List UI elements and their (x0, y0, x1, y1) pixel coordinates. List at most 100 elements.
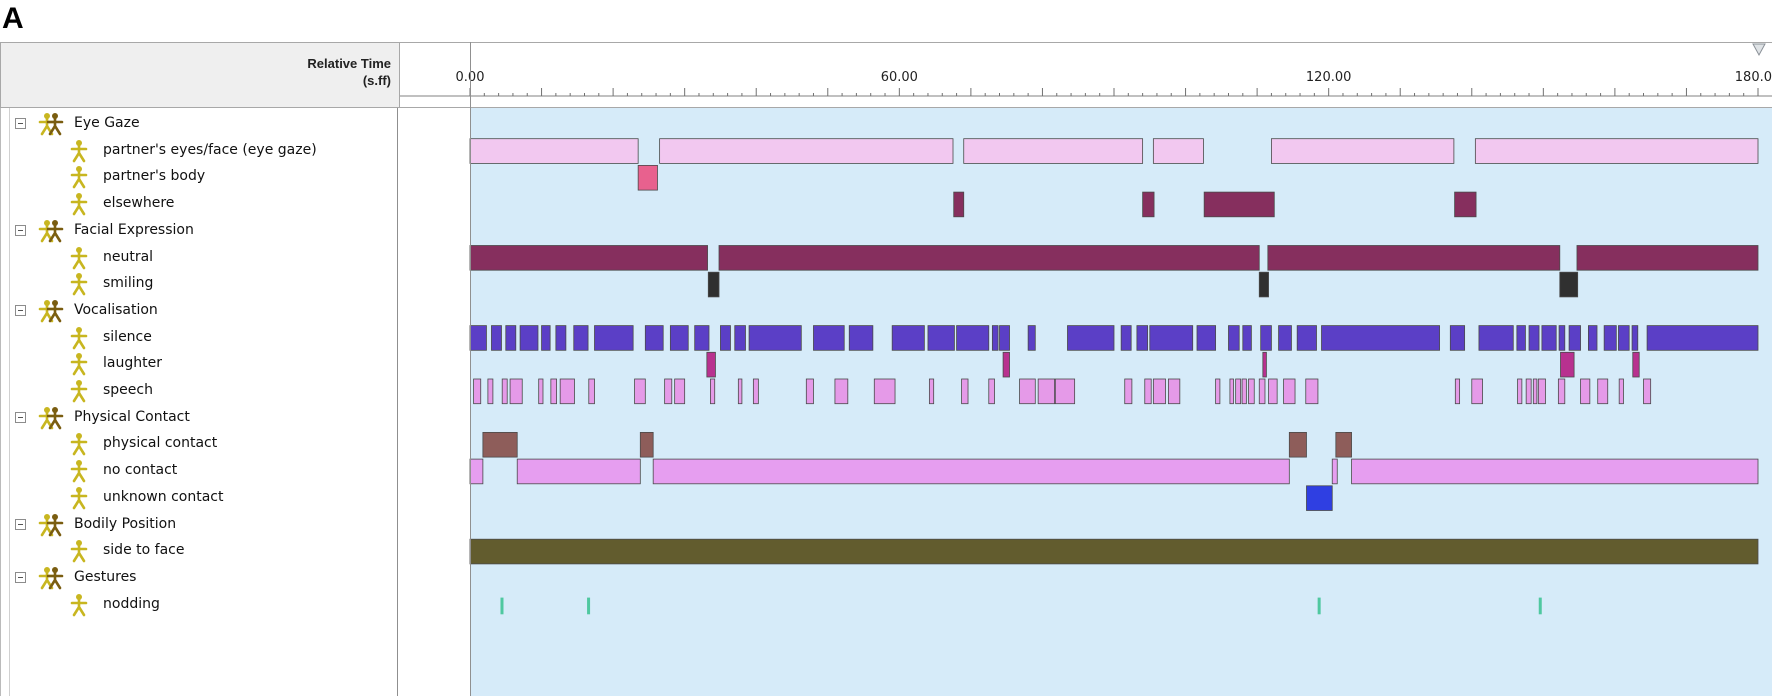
event-bar-silence[interactable] (694, 325, 710, 351)
event-bar-neutral[interactable] (1576, 245, 1759, 271)
event-bar-speech[interactable] (1525, 378, 1532, 405)
event-bar-speech[interactable] (538, 378, 544, 405)
event-bar-speech[interactable] (550, 378, 557, 405)
event-bar-silence[interactable] (644, 325, 664, 351)
event-bar-partner-s-eyes-face-eye-gaze[interactable] (469, 138, 639, 164)
event-bar-silence[interactable] (1296, 325, 1317, 351)
event-bar-silence[interactable] (1631, 325, 1639, 351)
event-marker-nodding[interactable] (500, 597, 504, 615)
event-bar-speech[interactable] (1019, 378, 1036, 405)
event-bar-silence[interactable] (1136, 325, 1149, 351)
event-bar-silence[interactable] (927, 325, 955, 351)
timeline-end-handle-icon[interactable] (1752, 43, 1766, 57)
event-bar-speech[interactable] (634, 378, 646, 405)
event-bar-speech[interactable] (1258, 378, 1266, 405)
event-bar-neutral[interactable] (718, 245, 1260, 271)
event-bar-elsewhere[interactable] (953, 191, 965, 218)
event-marker-nodding[interactable] (1538, 597, 1542, 615)
event-bar-silence[interactable] (1321, 325, 1440, 351)
event-bar-smiling[interactable] (1258, 271, 1269, 298)
event-marker-nodding[interactable] (1317, 597, 1321, 615)
event-bar-speech[interactable] (1471, 378, 1483, 405)
tree-item-nodding[interactable]: nodding (1, 590, 399, 620)
event-bar-speech[interactable] (737, 378, 743, 405)
event-bar-elsewhere[interactable] (1203, 191, 1275, 218)
event-bar-laughter[interactable] (1002, 351, 1010, 378)
collapse-toggle-icon[interactable] (15, 411, 26, 423)
event-bar-partner-s-eyes-face-eye-gaze[interactable] (1271, 138, 1455, 164)
collapse-toggle-icon[interactable] (15, 518, 26, 530)
event-bar-speech[interactable] (588, 378, 595, 405)
tree-item-no-contact[interactable]: no contact (1, 456, 399, 486)
event-bar-speech[interactable] (1305, 378, 1319, 405)
event-bar-silence[interactable] (1260, 325, 1272, 351)
event-bar-speech[interactable] (559, 378, 575, 405)
event-bar-physical-contact[interactable] (1288, 431, 1307, 458)
event-bar-partner-s-eyes-face-eye-gaze[interactable] (1474, 138, 1759, 164)
event-bar-speech[interactable] (1215, 378, 1221, 405)
tree-item-silence[interactable]: silence (1, 323, 399, 353)
event-bar-speech[interactable] (1268, 378, 1278, 405)
tree-item-unknown-contact[interactable]: unknown contact (1, 483, 399, 513)
event-bar-speech[interactable] (1152, 378, 1166, 405)
event-bar-speech[interactable] (664, 378, 673, 405)
event-bar-speech[interactable] (1597, 378, 1609, 405)
event-bar-silence[interactable] (1067, 325, 1115, 351)
event-bar-speech[interactable] (1037, 378, 1056, 405)
event-bar-silence[interactable] (1516, 325, 1526, 351)
event-bar-silence[interactable] (734, 325, 746, 351)
event-bar-silence[interactable] (669, 325, 689, 351)
event-bar-partner-s-eyes-face-eye-gaze[interactable] (659, 138, 954, 164)
event-bar-neutral[interactable] (1267, 245, 1561, 271)
tree-item-neutral[interactable]: neutral (1, 243, 399, 273)
event-bar-silence[interactable] (1588, 325, 1598, 351)
event-marker-nodding[interactable] (587, 597, 591, 615)
event-bar-speech[interactable] (1124, 378, 1133, 405)
event-bar-speech[interactable] (473, 378, 482, 405)
event-bar-physical-contact[interactable] (482, 431, 518, 458)
tree-item-smiling[interactable]: smiling (1, 269, 399, 299)
event-bar-side-to-face[interactable] (469, 538, 1759, 565)
event-bar-speech[interactable] (988, 378, 995, 405)
event-bar-speech[interactable] (752, 378, 759, 405)
tree-item-speech[interactable]: speech (1, 376, 399, 406)
event-bar-silence[interactable] (1528, 325, 1540, 351)
event-bar-speech[interactable] (873, 378, 896, 405)
event-bar-elsewhere[interactable] (1142, 191, 1155, 218)
event-bar-silence[interactable] (748, 325, 802, 351)
event-bar-silence[interactable] (1196, 325, 1217, 351)
tree-item-side-to-face[interactable]: side to face (1, 536, 399, 566)
event-bar-silence[interactable] (594, 325, 634, 351)
event-bar-silence[interactable] (1242, 325, 1252, 351)
event-bar-silence[interactable] (1618, 325, 1630, 351)
event-bar-silence[interactable] (469, 325, 487, 351)
tree-item-partner-s-eyes-face-eye-gaze[interactable]: partner's eyes/face (eye gaze) (1, 136, 399, 166)
event-bar-speech[interactable] (674, 378, 686, 405)
event-bar-speech[interactable] (928, 378, 935, 405)
event-bar-speech[interactable] (1517, 378, 1523, 405)
event-bar-silence[interactable] (1449, 325, 1466, 351)
collapse-toggle-icon[interactable] (15, 118, 26, 129)
tree-item-elsewhere[interactable]: elsewhere (1, 189, 399, 219)
event-bar-smiling[interactable] (1559, 271, 1579, 298)
event-bar-no-contact[interactable] (652, 458, 1290, 485)
event-bar-partner-s-body[interactable] (637, 165, 658, 191)
event-bar-laughter[interactable] (706, 351, 716, 378)
event-bar-speech[interactable] (805, 378, 814, 405)
tree-group-vocalisation[interactable]: Vocalisation (1, 296, 399, 326)
tree-item-partner-s-body[interactable]: partner's body (1, 162, 399, 192)
event-bar-speech[interactable] (1248, 378, 1255, 405)
tree-group-physical-contact[interactable]: Physical Contact (1, 403, 399, 433)
event-bar-no-contact[interactable] (469, 458, 484, 485)
event-bar-silence[interactable] (720, 325, 731, 351)
event-bar-speech[interactable] (1618, 378, 1624, 405)
event-bar-silence[interactable] (555, 325, 567, 351)
event-bar-partner-s-eyes-face-eye-gaze[interactable] (1152, 138, 1204, 164)
event-bar-speech[interactable] (1283, 378, 1296, 405)
event-bar-partner-s-eyes-face-eye-gaze[interactable] (963, 138, 1144, 164)
tree-group-gestures[interactable]: Gestures (1, 563, 399, 593)
event-bar-speech[interactable] (1643, 378, 1652, 405)
event-bar-speech[interactable] (961, 378, 969, 405)
event-bar-silence[interactable] (505, 325, 517, 351)
